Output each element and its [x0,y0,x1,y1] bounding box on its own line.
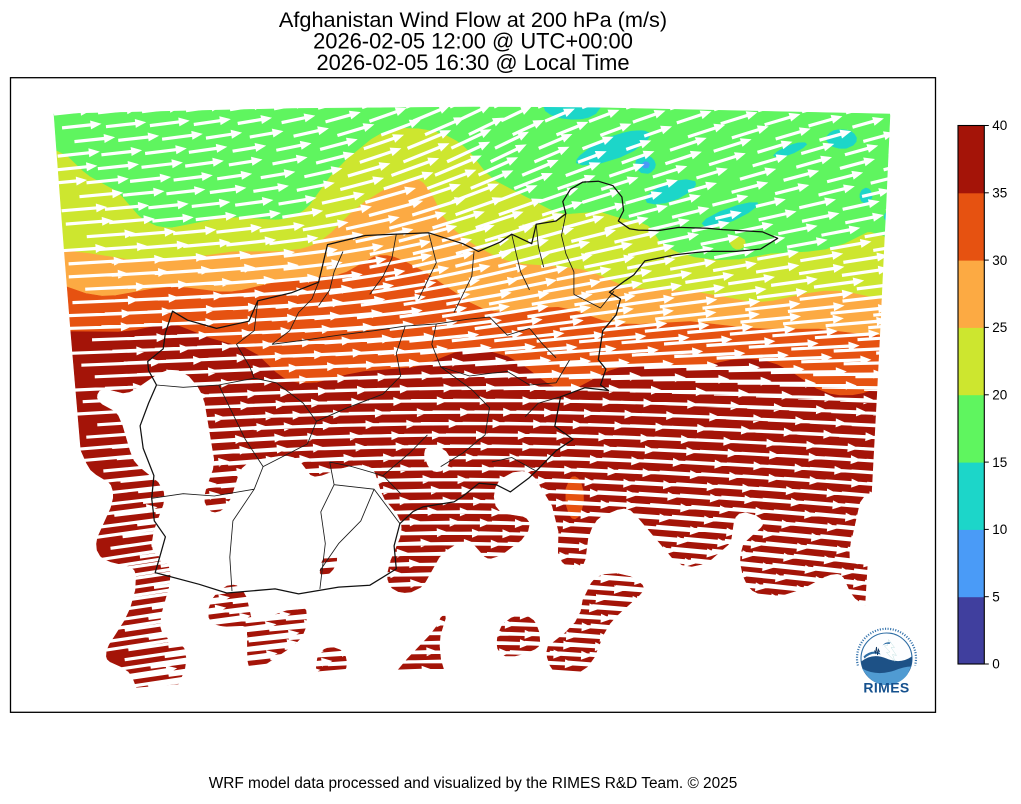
svg-text:10: 10 [992,522,1007,537]
svg-text:35: 35 [992,186,1007,201]
svg-text:40: 40 [992,118,1007,133]
svg-text:RIMES: RIMES [863,679,909,695]
svg-text:WRF model data processed and v: WRF model data processed and visualized … [209,775,738,792]
svg-text:2026-02-05 12:00 @ UTC+00:00: 2026-02-05 12:00 @ UTC+00:00 [313,29,633,54]
svg-text:5: 5 [992,589,1000,604]
svg-text:0: 0 [992,657,1000,672]
svg-text:2026-02-05 16:30 @ Local Time: 2026-02-05 16:30 @ Local Time [316,50,629,75]
svg-text:Afghanistan Wind Flow at 200 h: Afghanistan Wind Flow at 200 hPa (m/s) [279,7,667,32]
svg-text:25: 25 [992,320,1007,335]
svg-text:20: 20 [992,387,1007,402]
svg-text:15: 15 [992,455,1007,470]
svg-text:30: 30 [992,253,1007,268]
